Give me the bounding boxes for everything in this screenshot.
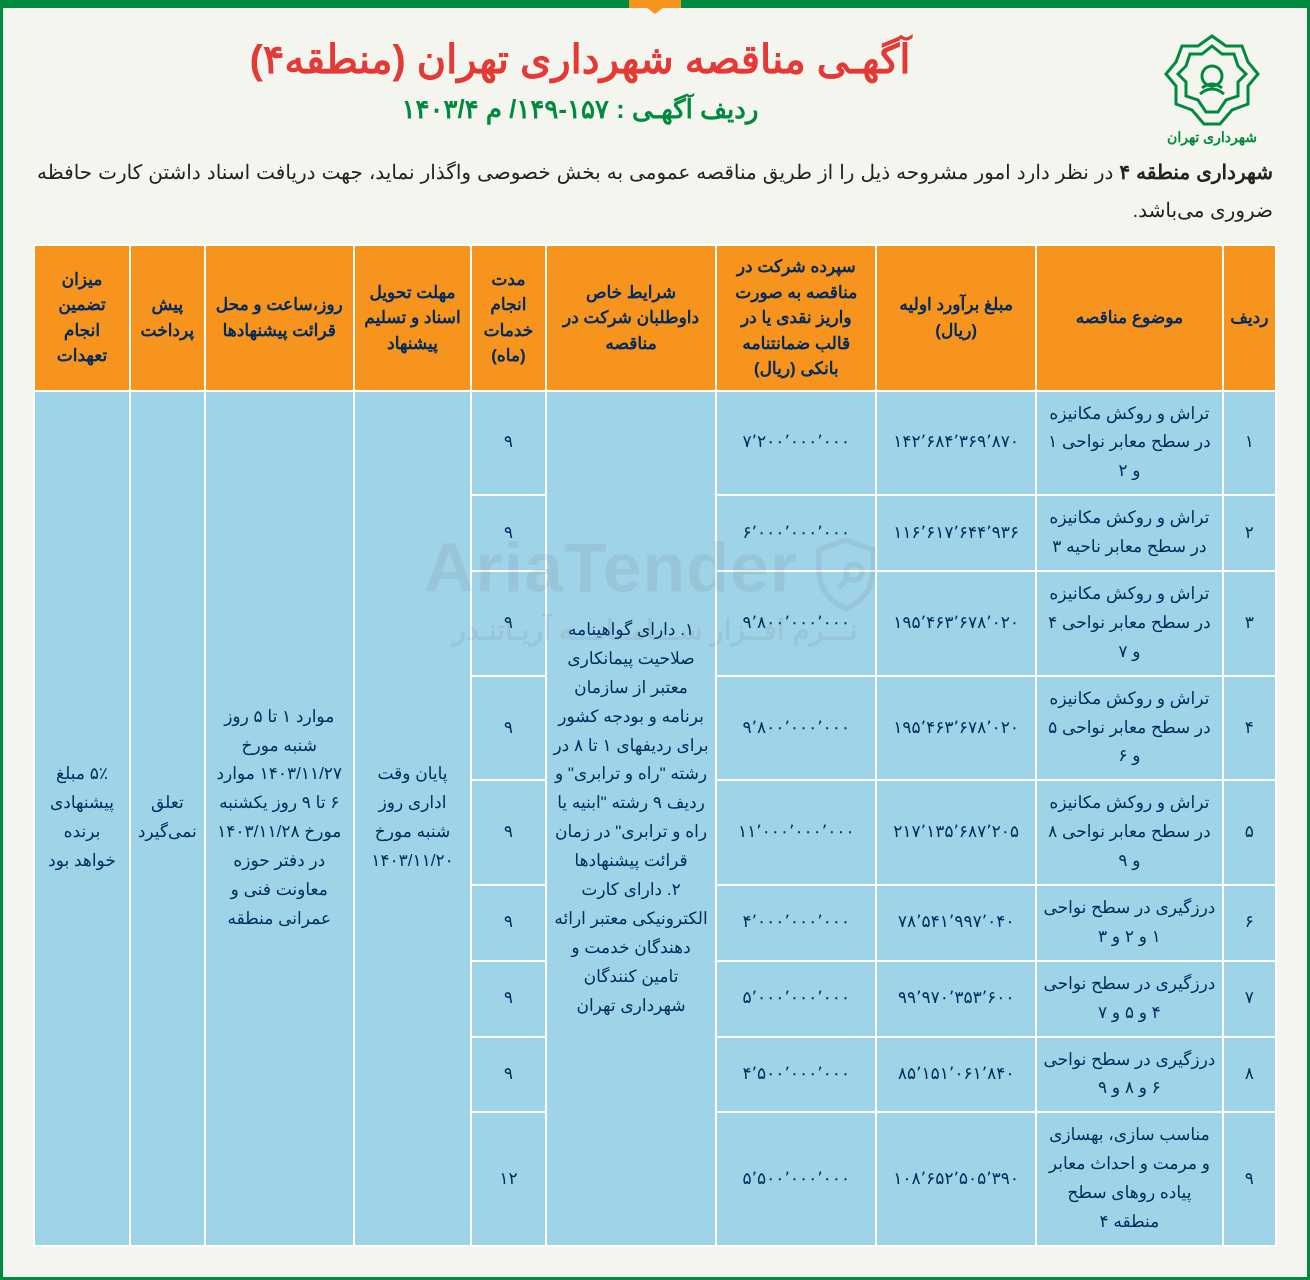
- col-header: ردیف: [1223, 245, 1276, 391]
- table-cell: ۵٬۰۰۰٬۰۰۰٬۰۰۰: [716, 961, 876, 1037]
- table-cell: ۹: [471, 780, 546, 885]
- table-cell: ۳: [1223, 571, 1276, 676]
- col-header: پیش پرداخت: [130, 245, 205, 391]
- col-header: مهلت تحویل اسناد و تسلیم پیشنهاد: [354, 245, 471, 391]
- intro-bold: شهرداری منطقه ۴: [1119, 162, 1273, 184]
- table-row: ۱تراش و روکش مکانیزه در سطح معابر نواحی …: [34, 391, 1276, 496]
- table-cell: ۹: [471, 391, 546, 496]
- table-cell: پایان وقت اداری روز شنبه مورخ ۱۴۰۳/۱۱/۲۰: [354, 391, 471, 1246]
- table-cell: ۹: [471, 676, 546, 781]
- page-title: آگهـی مناقصه شهرداری تهران (منطقه۴): [33, 30, 1127, 90]
- table-cell: ۱۱٬۰۰۰٬۰۰۰٬۰۰۰: [716, 780, 876, 885]
- table-cell: ۹: [1223, 1112, 1276, 1246]
- table-cell: ۴: [1223, 676, 1276, 781]
- table-cell: ۴٬۵۰۰٬۰۰۰٬۰۰۰: [716, 1037, 876, 1113]
- intro-paragraph: شهرداری منطقه ۴ در نظر دارد امور مشروحه …: [37, 154, 1273, 230]
- col-header: موضوع مناقصه: [1036, 245, 1223, 391]
- tender-table: ردیف موضوع مناقصه مبلغ برآورد اولیه (ریا…: [33, 244, 1277, 1247]
- table-head: ردیف موضوع مناقصه مبلغ برآورد اولیه (ریا…: [34, 245, 1276, 391]
- table-cell: ۱. دارای گواهینامه صلاحیت پیمانکاری معتب…: [546, 391, 717, 1246]
- table-cell: درزگیری در سطح نواحی ۱ و ۲ و ۳: [1036, 885, 1223, 961]
- title-block: آگهـی مناقصه شهرداری تهران (منطقه۴) ردیف…: [33, 30, 1127, 125]
- table-cell: ۱۹۵٬۴۶۳٬۶۷۸٬۰۲۰: [876, 571, 1036, 676]
- table-body: ۱تراش و روکش مکانیزه در سطح معابر نواحی …: [34, 391, 1276, 1246]
- table-cell: ۶٬۰۰۰٬۰۰۰٬۰۰۰: [716, 495, 876, 571]
- col-header: مبلغ برآورد اولیه (ریال): [876, 245, 1036, 391]
- table-cell: ۵٬۵۰۰٬۰۰۰٬۰۰۰: [716, 1112, 876, 1246]
- table-cell: تراش و روکش مکانیزه در سطح معابر نواحی ۴…: [1036, 571, 1223, 676]
- table-cell: تراش و روکش مکانیزه در سطح معابر نواحی ۱…: [1036, 391, 1223, 496]
- col-header: شرایط خاص داوطلبان شرکت در مناقصه: [546, 245, 717, 391]
- table-cell: تراش و روکش مکانیزه در سطح معابر نواحی ۵…: [1036, 676, 1223, 781]
- table-cell: ۹۹٬۹۷۰٬۳۵۳٬۶۰۰: [876, 961, 1036, 1037]
- table-cell: ۹٬۸۰۰٬۰۰۰٬۰۰۰: [716, 676, 876, 781]
- table-cell: ۶: [1223, 885, 1276, 961]
- col-header: روز،‌ساعت و محل قرائت پیشنهادها: [205, 245, 354, 391]
- table-cell: ۵: [1223, 780, 1276, 885]
- table-cell: درزگیری در سطح نواحی ۴ و ۵ و ۷: [1036, 961, 1223, 1037]
- table-cell: ۱۴۲٬۶۸۴٬۳۶۹٬۸۷۰: [876, 391, 1036, 496]
- header: شهرداری تهران آگهـی مناقصه شهرداری تهران…: [33, 30, 1277, 146]
- table-cell: ۸۵٬۱۵۱٬۰۶۱٬۸۴۰: [876, 1037, 1036, 1113]
- table-cell: تعلق نمی‌گیرد: [130, 391, 205, 1246]
- document-frame: شهرداری تهران آگهـی مناقصه شهرداری تهران…: [0, 0, 1310, 1280]
- table-cell: ۹: [471, 885, 546, 961]
- table-cell: موارد ۱ تا ۵ روز شنبه مورخ ۱۴۰۳/۱۱/۲۷ مو…: [205, 391, 354, 1246]
- table-cell: ۷: [1223, 961, 1276, 1037]
- table-cell: مناسب سازی، بهسازی و مرمت و احداث معابر …: [1036, 1112, 1223, 1246]
- col-header: سپرده شرکت در مناقصه به صورت واریز نقدی …: [716, 245, 876, 391]
- table-cell: ۸: [1223, 1037, 1276, 1113]
- table-cell: ۲۱۷٬۱۳۵٬۶۸۷٬۲۰۵: [876, 780, 1036, 885]
- tehran-municipality-logo-icon: [1162, 30, 1262, 130]
- table-cell: ۹: [471, 495, 546, 571]
- table-cell: ۷٬۲۰۰٬۰۰۰٬۰۰۰: [716, 391, 876, 496]
- col-header: میزان تضمین انجام تعهدات: [34, 245, 130, 391]
- table-cell: ۵٪ مبلغ پیشنهادی برنده خواهد بود: [34, 391, 130, 1246]
- table-cell: ۹٬۸۰۰٬۰۰۰٬۰۰۰: [716, 571, 876, 676]
- page-subtitle: ردیف آگهـی : ۱۵۷-۱۴۹/ م ۱۴۰۳/۴: [33, 94, 1127, 125]
- intro-rest: در نظر دارد امور مشروحه ذیل را از طریق م…: [37, 162, 1273, 222]
- table-cell: ۱: [1223, 391, 1276, 496]
- table-cell: ۹: [471, 961, 546, 1037]
- table-cell: درزگیری در سطح نواحی ۶ و ۸ و ۹: [1036, 1037, 1223, 1113]
- logo: شهرداری تهران: [1147, 30, 1277, 146]
- col-header: مدت انجام خدمات (ماه): [471, 245, 546, 391]
- top-notch-icon: [637, 0, 673, 14]
- table-cell: ۱۲: [471, 1112, 546, 1246]
- table-cell: ۱۹۵٬۴۶۳٬۶۷۸٬۰۲۰: [876, 676, 1036, 781]
- table-cell: ۱۰۸٬۶۵۲٬۵۰۵٬۳۹۰: [876, 1112, 1036, 1246]
- table-cell: ۹: [471, 571, 546, 676]
- table-cell: تراش و روکش مکانیزه در سطح معابر ناحیه ۳: [1036, 495, 1223, 571]
- table-cell: ۷۸٬۵۴۱٬۹۹۷٬۰۴۰: [876, 885, 1036, 961]
- table-cell: تراش و روکش مکانیزه در سطح معابر نواحی ۸…: [1036, 780, 1223, 885]
- table-cell: ۱۱۶٬۶۱۷٬۶۴۴٬۹۳۶: [876, 495, 1036, 571]
- table-cell: ۴٬۰۰۰٬۰۰۰٬۰۰۰: [716, 885, 876, 961]
- table-cell: ۹: [471, 1037, 546, 1113]
- logo-label: شهرداری تهران: [1147, 129, 1277, 146]
- table-cell: ۲: [1223, 495, 1276, 571]
